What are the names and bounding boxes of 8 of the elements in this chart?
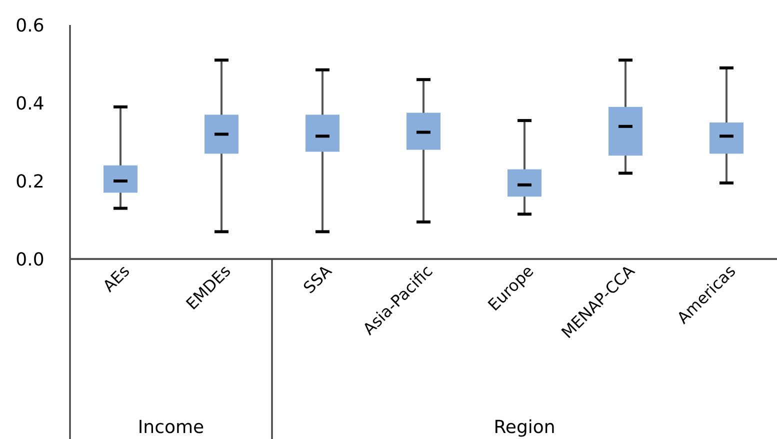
- y-tick-label: 0.2: [16, 171, 44, 192]
- x-tick-label: AEs: [99, 261, 134, 296]
- x-tick-label: SSA: [300, 261, 336, 298]
- y-tick-label: 0.0: [16, 249, 44, 270]
- y-tick-label: 0.4: [16, 93, 44, 114]
- text: Income: [138, 417, 204, 438]
- text: Region: [494, 417, 556, 438]
- y-tick-label: 0.6: [16, 15, 44, 36]
